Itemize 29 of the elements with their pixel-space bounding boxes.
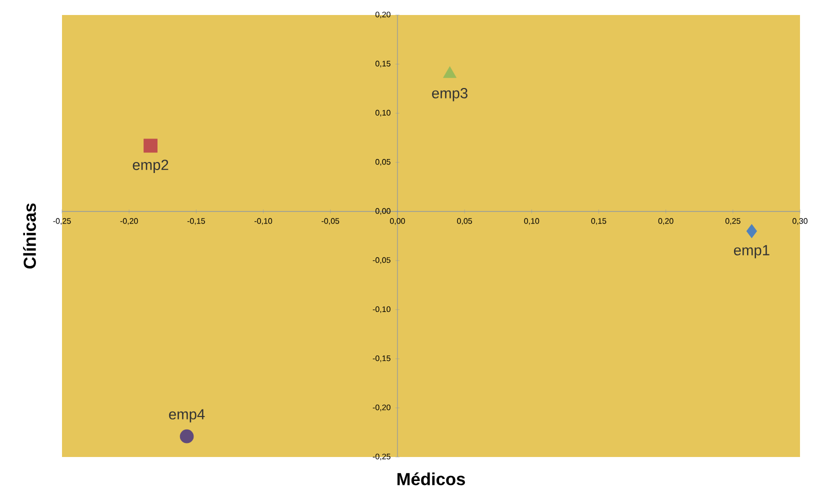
y-tick-label: 0,10 [375, 110, 390, 117]
y-tick-label: -0,05 [372, 257, 390, 264]
point [746, 224, 757, 238]
y-axis-title: Clínicas [23, 203, 36, 269]
x-tick-label: 0,15 [591, 218, 606, 225]
x-tick-label: -0,10 [254, 218, 272, 225]
y-tick-label: 0,15 [375, 60, 390, 68]
x-tick-label: 0,00 [390, 218, 405, 225]
x-tick-label: 0,20 [658, 218, 674, 225]
x-tick-label: 0,25 [725, 218, 740, 225]
series-label: emp3 [432, 88, 468, 102]
y-tick-label: 0,05 [375, 159, 390, 166]
y-tick-label: -0,10 [372, 306, 390, 313]
series-label: emp2 [132, 160, 168, 173]
y-tick-label: -0,20 [372, 404, 390, 412]
x-tick-label: -0,05 [322, 218, 340, 225]
x-tick-label: 0,30 [792, 218, 808, 225]
point [180, 429, 194, 444]
x-tick-label: -0,25 [53, 218, 71, 225]
series-label: emp4 [169, 409, 205, 422]
x-tick-label: 0,10 [524, 218, 540, 225]
y-tick-label: -0,15 [372, 355, 390, 362]
x-tick-label: -0,20 [120, 218, 138, 225]
x-axis-title: Médicos [397, 472, 465, 486]
x-tick-label: -0,15 [187, 218, 205, 225]
x-tick-label: 0,05 [457, 218, 472, 225]
point [144, 138, 158, 153]
series-label: emp1 [734, 245, 770, 258]
y-tick-label: 0,00 [375, 208, 390, 215]
